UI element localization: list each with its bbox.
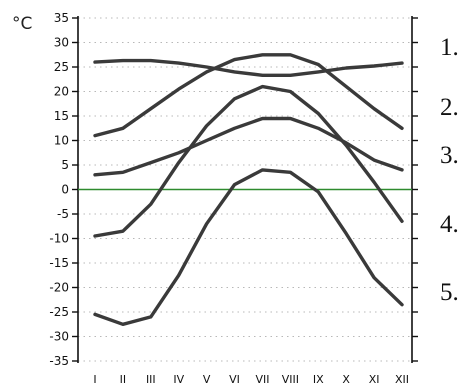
unit-label: °C [12,14,32,34]
y-tick-label: 25 [54,60,69,74]
y-tick-label: 5 [61,158,69,172]
y-tick-label: -20 [49,281,69,295]
y-tick-label: 15 [54,109,69,123]
y-tick-label: -10 [49,232,69,246]
series-label-4: 4. [440,211,459,238]
x-tick-label: VIII [282,373,299,386]
x-tick-label: VII [255,373,269,386]
y-tick-label: 35 [54,11,69,25]
series-label-5: 5. [440,279,459,306]
series-line-3 [93,116,404,177]
x-tick-label: I [93,373,96,386]
x-tick-label: XI [369,373,380,386]
series-line-5 [93,168,404,326]
y-tick-label: -5 [57,207,69,221]
y-tick-label: -30 [49,330,69,344]
x-tick-label: III [146,373,156,386]
x-tick-label: X [342,373,350,386]
x-tick-label: VI [229,373,240,386]
series-label-1: 1. [440,34,459,61]
x-tick-label: V [203,373,211,386]
gridlines [78,17,412,362]
x-tick-label: XII [395,373,409,386]
y-tick-label: 30 [54,36,69,50]
x-tick-label: IV [173,373,184,386]
y-tick-label: -35 [49,354,69,368]
series-label-2: 2. [440,94,459,121]
series-line-1 [93,58,404,78]
y-tick-label: -25 [49,305,69,319]
y-tick-label: 10 [54,134,69,148]
x-tick-label: II [120,373,127,386]
series-line-4 [93,84,404,238]
y-tick-label: -15 [49,256,69,270]
y-tick-label: 0 [61,183,69,197]
series-label-3: 3. [440,142,459,169]
series-line-2 [93,53,404,138]
x-tick-label: IX [313,373,324,386]
y-tick-label: 20 [54,85,69,99]
